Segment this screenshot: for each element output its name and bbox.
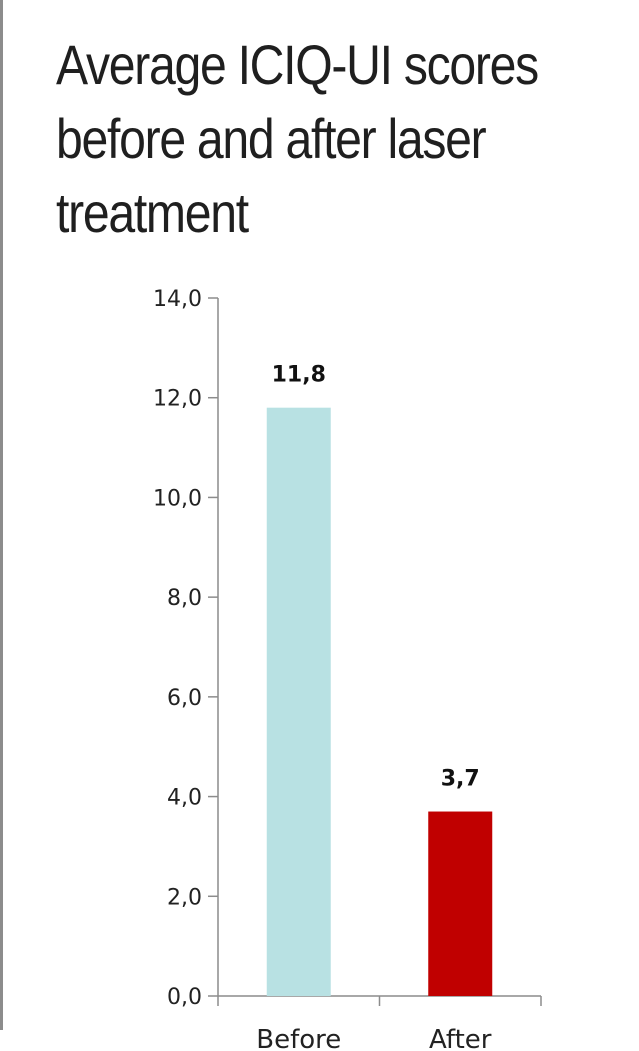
y-tick-label: 8,0 bbox=[167, 586, 202, 611]
bar-after bbox=[428, 811, 493, 996]
bars bbox=[266, 407, 493, 996]
category-label-before: Before bbox=[256, 1025, 341, 1051]
chart-title-line-3: treatment bbox=[56, 181, 249, 244]
category-labels: Before After bbox=[256, 1025, 492, 1051]
y-tick-label: 14,0 bbox=[153, 287, 202, 312]
y-tick-label: 10,0 bbox=[153, 486, 202, 511]
x-axis bbox=[217, 995, 542, 1006]
data-label-after: 3,7 bbox=[441, 767, 480, 792]
y-tick-label: 12,0 bbox=[153, 387, 202, 412]
y-tick-label: 0,0 bbox=[167, 985, 202, 1010]
y-axis: 0,0 2,0 4,0 6,0 8,0 10,0 12,0 14,0 bbox=[153, 287, 219, 1010]
y-tick-label: 4,0 bbox=[167, 786, 202, 811]
bar-chart: 0,0 2,0 4,0 6,0 8,0 10,0 12,0 14,0 11,8 3,7 Befo… bbox=[153, 287, 542, 1051]
category-label-after: After bbox=[429, 1025, 492, 1051]
chart-title-line-2: before and after laser bbox=[56, 107, 487, 170]
chart-title-line-1: Average ICIQ-UI scores bbox=[56, 33, 539, 96]
data-labels: 11,8 3,7 bbox=[272, 363, 480, 792]
page-left-rule bbox=[0, 0, 3, 1030]
chart-title: Average ICIQ-UI scores before and after … bbox=[56, 28, 555, 250]
y-tick-label: 2,0 bbox=[167, 885, 202, 910]
data-label-before: 11,8 bbox=[272, 363, 326, 388]
bar-before bbox=[266, 407, 331, 996]
y-tick-label: 6,0 bbox=[167, 686, 202, 711]
